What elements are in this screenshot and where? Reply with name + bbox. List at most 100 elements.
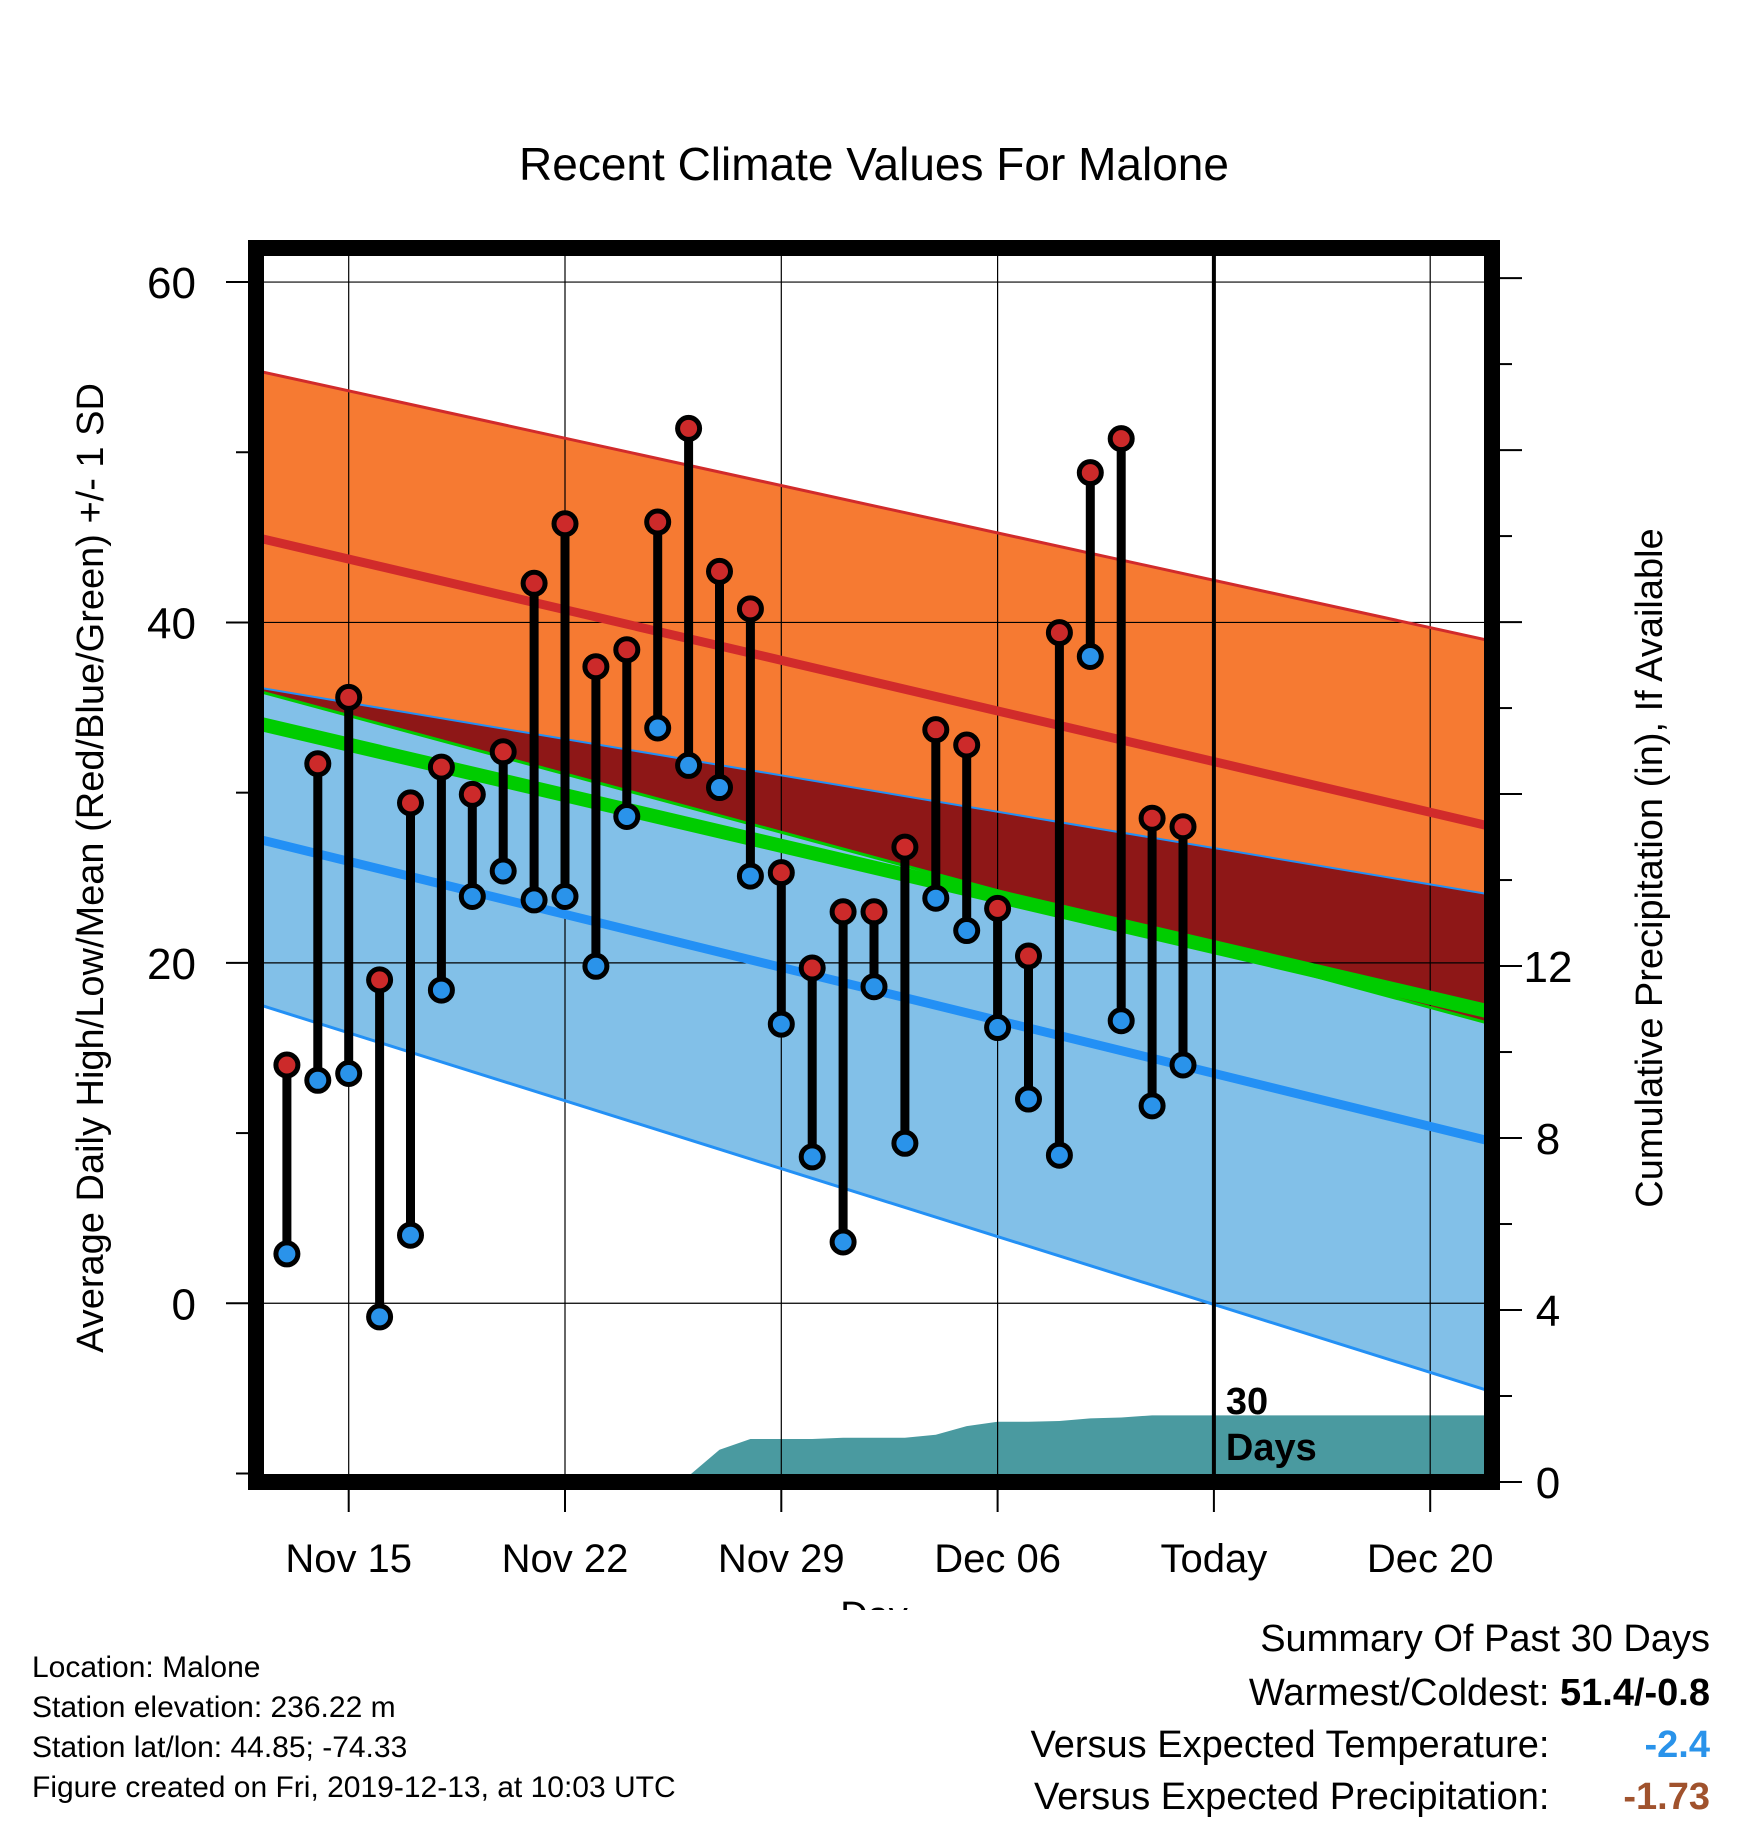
x-tick-label: Nov 22 <box>502 1537 629 1581</box>
daily-high-point <box>304 750 332 778</box>
daily-low-point <box>613 802 641 830</box>
latlon-text: Station lat/lon: 44.85; -74.33 <box>32 1731 408 1764</box>
daily-high-point <box>458 780 486 808</box>
cumulative-precip-area <box>256 1415 1492 1482</box>
daily-low-point <box>767 1010 795 1038</box>
daily-high-point <box>582 653 610 681</box>
daily-high-point <box>489 738 517 766</box>
summary-temperature: Versus Expected Temperature: -2.4 <box>1031 1724 1710 1767</box>
daily-high-point <box>706 557 733 585</box>
daily-low-point <box>273 1240 301 1268</box>
chart-title: Recent Climate Values For Malone <box>519 138 1229 190</box>
normal-mean-line <box>256 716 1492 1020</box>
daily-low-point <box>1045 1141 1073 1169</box>
y2-tick-label: 8 <box>1536 1115 1560 1164</box>
daily-low-point <box>520 886 548 914</box>
daily-low-point <box>953 917 981 945</box>
y-tick-label: 0 <box>172 1280 196 1329</box>
daily-low-point <box>644 714 672 742</box>
daily-low-point <box>891 1129 919 1157</box>
precipitation-value: -1.73 <box>1623 1776 1710 1818</box>
daily-high-point <box>1076 459 1104 487</box>
daily-low-point <box>675 751 703 779</box>
x-tick-label: Dec 20 <box>1367 1537 1494 1581</box>
daily-high-point <box>1169 813 1197 841</box>
daily-low-point <box>829 1228 857 1256</box>
daily-high-point <box>273 1051 301 1079</box>
y2-tick-label: 4 <box>1536 1287 1560 1336</box>
high-minus-sd-line <box>256 686 1492 896</box>
daily-high-point <box>767 859 795 887</box>
daily-high-point <box>891 833 919 861</box>
daily-high-point <box>984 894 1012 922</box>
daily-low-point <box>335 1060 363 1088</box>
daily-high-point <box>829 898 857 926</box>
daily-low-point <box>984 1014 1012 1042</box>
daily-high-point <box>922 716 950 744</box>
high-plus-sd-line <box>256 369 1492 643</box>
summary-title: Summary Of Past 30 Days <box>1260 1618 1710 1660</box>
y-tick-label: 60 <box>147 259 196 308</box>
location-text: Location: Malone <box>32 1651 261 1684</box>
daily-high-point <box>335 683 363 711</box>
y-axis-label: Average Daily High/Low/Mean (Red/Blue/Gr… <box>70 383 112 1353</box>
today-days-label: 30 <box>1226 1381 1268 1423</box>
y2-axis-label: Cumulative Precipitation (in), If Availa… <box>1629 528 1671 1207</box>
temperature-value: -2.4 <box>1644 1724 1710 1766</box>
daily-low-point <box>736 862 764 890</box>
warmest-coldest-value: 51.4/-0.8 <box>1560 1672 1710 1714</box>
daily-high-point <box>736 595 764 623</box>
y-tick-label: 20 <box>147 940 196 989</box>
temperature-label: Versus Expected Temperature: <box>1030 1724 1550 1766</box>
daily-low-point <box>798 1143 826 1171</box>
x-tick-label: Nov 15 <box>285 1537 412 1581</box>
daily-high-point <box>1045 619 1073 647</box>
plot-frame <box>248 240 1500 1490</box>
x-tick-label: Today <box>1161 1537 1268 1581</box>
daily-low-point <box>366 1303 394 1331</box>
y-tick-label: 40 <box>147 599 196 648</box>
daily-low-point <box>304 1066 332 1094</box>
daily-high-point <box>427 753 455 781</box>
daily-high-point <box>551 510 579 538</box>
daily-high-point <box>675 414 703 442</box>
daily-low-point <box>1107 1007 1135 1035</box>
daily-low-point <box>922 884 950 912</box>
daily-high-point <box>397 789 424 817</box>
x-axis-label: Day <box>840 1595 908 1610</box>
daily-high-point <box>860 898 888 926</box>
daily-low-point <box>1015 1085 1042 1113</box>
daily-low-point <box>551 882 579 910</box>
daily-low-point <box>1076 642 1104 670</box>
precipitation-label: Versus Expected Precipitation: <box>1034 1776 1550 1818</box>
daily-high-point <box>1107 425 1135 453</box>
daily-high-point <box>366 966 394 994</box>
warmest-coldest-label: Warmest/Coldest: <box>1248 1672 1550 1714</box>
daily-low-point <box>1169 1051 1197 1079</box>
daily-low-point <box>860 973 888 1001</box>
daily-high-point <box>520 569 548 597</box>
daily-high-point <box>1015 942 1042 970</box>
summary-warmest-coldest: Warmest/Coldest: 51.4/-0.8 <box>1249 1672 1710 1715</box>
x-tick-label: Dec 06 <box>934 1537 1061 1581</box>
created-text: Figure created on Fri, 2019-12-13, at 10… <box>32 1771 676 1804</box>
today-days-label: Days <box>1226 1427 1317 1469</box>
daily-high-point <box>1138 804 1166 832</box>
x-tick-label: Nov 29 <box>718 1537 845 1581</box>
y2-tick-label: 12 <box>1524 943 1573 992</box>
elevation-text: Station elevation: 236.22 m <box>32 1691 396 1724</box>
daily-low-point <box>1138 1092 1166 1120</box>
daily-high-point <box>798 954 826 982</box>
daily-low-point <box>489 857 517 885</box>
daily-high-point <box>953 731 981 759</box>
low-minus-sd-line <box>256 1002 1492 1394</box>
daily-low-point <box>397 1221 424 1249</box>
normal-high-line <box>256 532 1492 832</box>
daily-low-point <box>427 976 455 1004</box>
daily-low-point <box>582 952 610 980</box>
daily-high-point <box>613 636 641 664</box>
daily-low-point <box>706 774 733 802</box>
plot-content <box>256 248 1492 1482</box>
